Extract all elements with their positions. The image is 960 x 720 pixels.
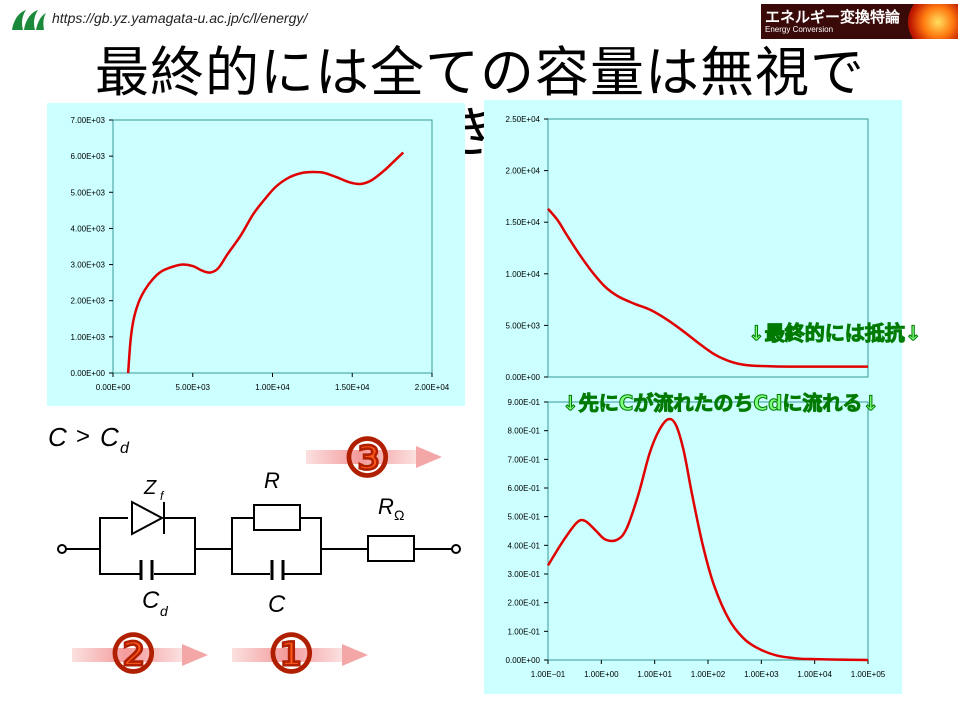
y-tick-label: 5.00E+03: [506, 321, 541, 330]
label-romega: R: [378, 494, 394, 519]
y-tick-label: 2.00E+04: [506, 167, 541, 176]
x-tick-label: 1.00E−01: [531, 670, 566, 679]
x-tick-label: 5.00E+03: [176, 383, 211, 392]
label-zf-sub: f: [160, 489, 165, 503]
label-c: C: [268, 591, 286, 618]
y-tick-label: 2.00E-01: [508, 599, 541, 608]
series-line: [546, 417, 869, 662]
x-tick-label: 1.00E+04: [797, 670, 832, 679]
x-tick-label: 1.00E+04: [255, 383, 290, 392]
condition-left: C: [48, 422, 67, 452]
y-tick-label: 6.00E+03: [71, 152, 106, 161]
x-tick-label: 1.50E+04: [335, 383, 370, 392]
y-tick-label: 5.00E-01: [508, 513, 541, 522]
x-tick-label: 1.00E+00: [584, 670, 619, 679]
chart-phase: 9.00E-01 8.00E-01 7.00E-01 6.00E-01 5.00E-01…: [506, 398, 886, 679]
sun-icon: [908, 4, 958, 39]
current-arrow-3-icon: [306, 446, 442, 468]
y-tick-label: 1.00E+04: [506, 270, 541, 279]
equivalent-circuit: C > C d Z f R R Ω C: [48, 422, 461, 685]
label-r: R: [264, 468, 280, 493]
diode-zf-icon: [128, 500, 165, 536]
y-tick-label: 0.00E+00: [506, 373, 541, 382]
banner-title: エネルギー変換特論: [765, 8, 901, 26]
y-tick-label: 1.00E-01: [508, 627, 541, 636]
y-tick-label: 2.50E+04: [506, 115, 541, 124]
y-tick-label: 8.00E-01: [508, 427, 541, 436]
y-tick-label: 2.00E+03: [71, 297, 106, 306]
terminal-left: [57, 544, 67, 554]
label-cd-sub: d: [160, 603, 169, 619]
chart-panel-nyquist: 7.00E+03 6.00E+03 5.00E+03 4.00E+03 3.00E+03…: [47, 103, 465, 406]
slide-title: 最終的には全ての容量は無視で: [95, 41, 865, 104]
condition-right-sub: d: [120, 440, 130, 457]
y-tick-label: 3.00E-01: [508, 570, 541, 579]
step-3: ③: [344, 430, 391, 488]
y-tick-label: 9.00E-01: [508, 398, 541, 407]
university-logo-icon: [12, 10, 46, 30]
label-zf: Z: [143, 477, 157, 499]
chart-magnitude: 2.50E+04 2.00E+04 1.50E+04 1.00E+04 5.00E+03…: [506, 115, 869, 382]
terminal-right: [451, 544, 461, 554]
x-tick-label: 1.00E+01: [637, 670, 672, 679]
chart-panel-bode: 2.50E+04 2.00E+04 1.50E+04 1.00E+04 5.00E+03…: [484, 100, 902, 694]
chart-nyquist: 7.00E+03 6.00E+03 5.00E+03 4.00E+03 3.00E+03…: [71, 116, 450, 392]
resistor-r-icon: [253, 504, 301, 531]
resistor-romega-icon: [367, 535, 415, 562]
plot-area: [547, 118, 869, 378]
current-arrow-1-icon: [232, 644, 368, 666]
capacitor-c-icon: [270, 560, 285, 582]
y-tick-label: 1.50E+04: [506, 218, 541, 227]
course-banner: エネルギー変換特論 Energy Conversion: [761, 4, 958, 39]
y-tick-label: 6.00E-01: [508, 484, 541, 493]
condition-operator: >: [76, 423, 90, 450]
condition-right: C: [100, 422, 119, 452]
y-tick-label: 7.00E+03: [71, 116, 106, 125]
series-line: [547, 207, 868, 368]
banner-subtitle: Energy Conversion: [765, 25, 834, 34]
y-tick-label: 5.00E+03: [71, 188, 106, 197]
y-tick-label: 1.00E+03: [71, 333, 106, 342]
label-cd: C: [142, 587, 160, 614]
y-tick-label: 0.00E+00: [71, 369, 106, 378]
page-url[interactable]: https://gb.yz.yamagata-u.ac.jp/c/l/energ…: [52, 10, 308, 26]
plot-area: [112, 119, 433, 374]
x-tick-label: 2.00E+04: [415, 383, 450, 392]
series-line: [126, 151, 405, 374]
x-tick-label: 1.00E+02: [691, 670, 726, 679]
y-tick-label: 0.00E+00: [506, 656, 541, 665]
step-1: ①: [268, 626, 315, 684]
current-arrow-2-icon: [72, 644, 208, 666]
y-tick-label: 4.00E-01: [508, 541, 541, 550]
plot-area: [547, 401, 869, 661]
x-tick-label: 1.00E+05: [851, 670, 886, 679]
x-tick-label: 1.00E+03: [744, 670, 779, 679]
capacitor-cd-icon: [139, 560, 154, 582]
y-tick-label: 3.00E+03: [71, 261, 106, 270]
y-tick-label: 4.00E+03: [71, 224, 106, 233]
y-tick-label: 7.00E-01: [508, 455, 541, 464]
step-2: ②: [110, 626, 157, 684]
label-romega-sub: Ω: [394, 507, 404, 523]
x-tick-label: 0.00E+00: [96, 383, 131, 392]
